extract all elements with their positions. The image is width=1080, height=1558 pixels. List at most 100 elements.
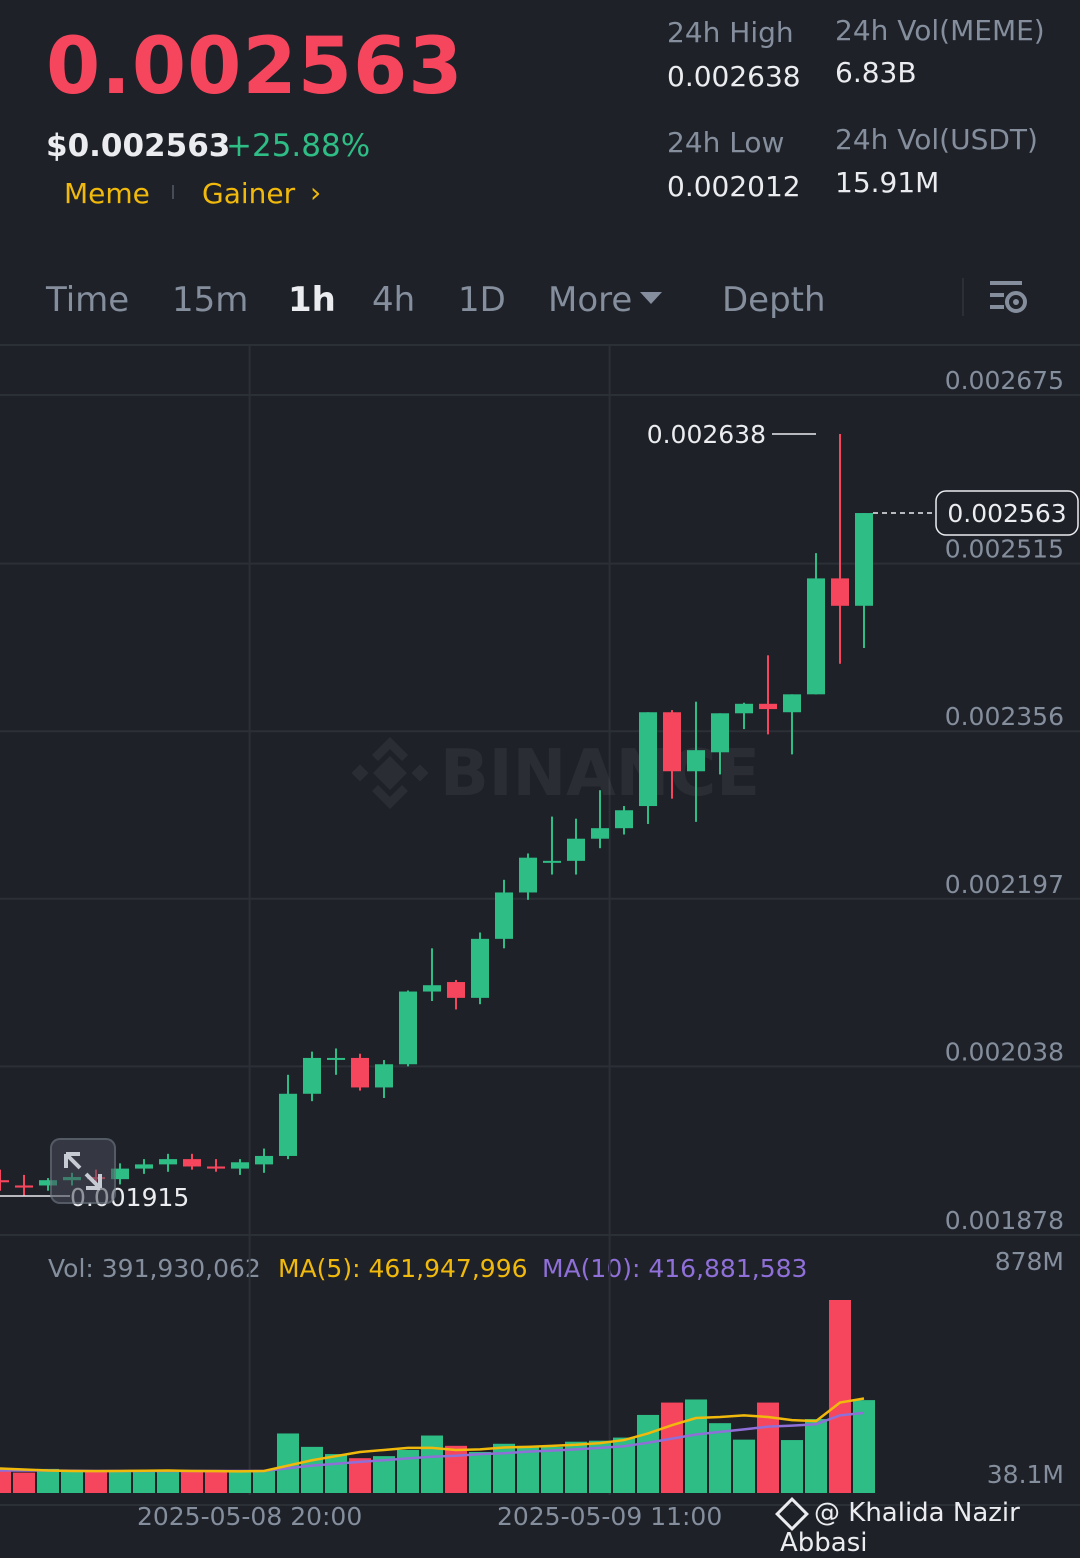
candle-body	[231, 1162, 249, 1169]
tag-separator	[172, 185, 174, 199]
volume-bar	[493, 1443, 515, 1493]
candlestick-chart[interactable]: BINANCE 0.002675 0.002515 0.002356 0.002197…	[0, 345, 1080, 1540]
ma10-legend: MA(10): 416,881,583	[542, 1254, 808, 1283]
vol-quote-value: 15.91M	[835, 166, 940, 199]
credit-text: @ Khalida Nazir Abbasi	[780, 1498, 1020, 1558]
candle-body	[447, 982, 465, 998]
interval-tab-bar: Time 15m 1h 4h 1D More Depth	[0, 270, 1080, 346]
high-label: 24h High	[667, 16, 794, 49]
volume-bar	[85, 1471, 107, 1493]
candle-body	[567, 838, 585, 861]
caret-down-icon[interactable]	[640, 292, 662, 304]
candle-body	[279, 1093, 297, 1156]
volume-tick-label: 878M	[995, 1247, 1064, 1276]
last-price-box	[935, 490, 1079, 536]
last-price-label: 0.002563	[947, 499, 1066, 528]
candle-body	[615, 810, 633, 829]
low-label: 24h Low	[667, 126, 785, 159]
tab-1d[interactable]: 1D	[458, 280, 506, 320]
volume-bar	[469, 1452, 491, 1493]
volume-bar	[733, 1439, 755, 1493]
high-marker-label: 0.002638	[647, 420, 766, 449]
time-tick-label: 2025-05-08 20:00	[137, 1502, 362, 1531]
binance-small-logo-icon	[775, 1496, 809, 1531]
candle-body	[519, 857, 537, 893]
price-change-percent: +25.88%	[226, 128, 371, 164]
tag-meme[interactable]: Meme	[64, 177, 150, 210]
candle-body	[135, 1164, 153, 1169]
candle-body	[183, 1159, 201, 1167]
low-value: 0.002012	[667, 170, 801, 203]
ma5-legend: MA(5): 461,947,996	[278, 1254, 528, 1283]
candle-body	[735, 703, 753, 714]
volume-bar	[253, 1470, 275, 1493]
expand-icon	[64, 1152, 102, 1190]
volume-bar	[709, 1423, 731, 1493]
candle-body	[423, 985, 441, 992]
tag-gainer[interactable]: Gainer	[202, 177, 296, 210]
tab-time[interactable]: Time	[46, 280, 130, 320]
time-axis: 2025-05-08 20:00 2025-05-09 11:00	[137, 1502, 722, 1531]
chart-settings-icon[interactable]	[988, 278, 1030, 318]
price-tick-label: 0.002515	[945, 535, 1064, 564]
volume-bar	[781, 1440, 803, 1493]
candle-body	[39, 1180, 57, 1186]
volume-bar	[397, 1449, 419, 1493]
volume-bar	[829, 1300, 851, 1493]
price-tick-label: 0.002675	[945, 366, 1064, 395]
candle-body	[471, 938, 489, 998]
volume-legend: Vol: 391,930,062	[48, 1254, 261, 1283]
candle-body	[687, 750, 705, 772]
candles	[0, 433, 873, 1197]
chart-grid	[0, 345, 1080, 1506]
volume-bars	[0, 1300, 875, 1493]
binance-watermark: BINANCE	[351, 737, 760, 811]
tab-15m[interactable]: 15m	[172, 280, 249, 320]
binance-logo-icon	[351, 737, 429, 809]
price-axis: 0.002675 0.002515 0.002356 0.002197 0.002038…	[945, 366, 1064, 1235]
tab-4h[interactable]: 4h	[372, 280, 416, 320]
candle-body	[663, 712, 681, 772]
expand-chart-button[interactable]	[50, 1138, 116, 1204]
candle-body	[495, 892, 513, 939]
volume-bar	[277, 1433, 299, 1493]
credit-watermark: @ Khalida Nazir Abbasi	[775, 1496, 1080, 1558]
candle-body	[591, 828, 609, 839]
candle-body	[831, 578, 849, 606]
candle-body	[759, 703, 777, 710]
tab-depth[interactable]: Depth	[722, 280, 826, 320]
time-tick-label: 2025-05-09 11:00	[497, 1502, 722, 1531]
volume-bar	[301, 1446, 323, 1493]
price-tick-label: 0.002356	[945, 702, 1064, 731]
usd-price: $0.002563	[46, 128, 231, 164]
volume-bar	[445, 1445, 467, 1493]
volume-bar	[13, 1472, 35, 1493]
candle-body	[711, 713, 729, 753]
volume-bar	[589, 1440, 611, 1493]
volume-bar	[661, 1402, 683, 1493]
volume-bar	[853, 1400, 875, 1493]
tab-more[interactable]: More	[548, 280, 633, 320]
volume-bar	[349, 1458, 371, 1493]
candle-body	[303, 1057, 321, 1094]
candle-body	[375, 1064, 393, 1088]
volume-bar	[205, 1471, 227, 1493]
tab-divider	[962, 278, 964, 316]
vol-base-value: 6.83B	[835, 56, 917, 89]
tab-1h[interactable]: 1h	[288, 280, 336, 320]
volume-tick-label: 38.1M	[987, 1460, 1064, 1489]
volume-bar	[229, 1471, 251, 1493]
candle-body	[327, 1057, 345, 1060]
candle-body	[0, 1180, 9, 1183]
volume-bar	[61, 1470, 83, 1493]
volume-bar	[37, 1468, 59, 1493]
volume-bar	[541, 1446, 563, 1493]
volume-bar	[0, 1469, 11, 1493]
volume-bar	[133, 1470, 155, 1493]
chevron-right-icon[interactable]: ›	[310, 176, 322, 209]
candle-body	[207, 1166, 225, 1169]
volume-bar	[373, 1456, 395, 1493]
last-price: 0.002563	[46, 22, 464, 112]
vol-base-label: 24h Vol(MEME)	[835, 14, 1045, 47]
